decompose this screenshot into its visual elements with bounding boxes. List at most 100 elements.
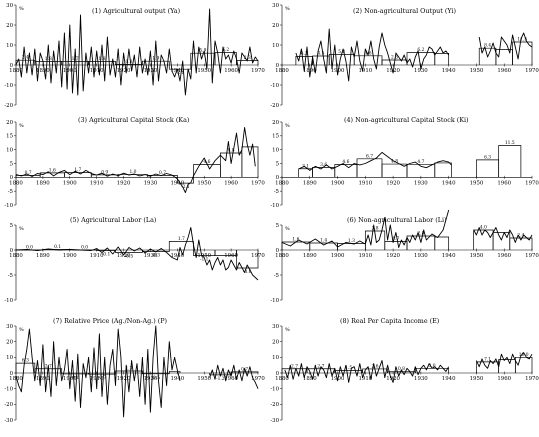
y-tick-label: 20: [6, 339, 13, 345]
x-tick-label: 1970: [525, 376, 539, 382]
chart-title: (5) Agricultural Labor (La): [70, 216, 156, 224]
annual-series-line: [478, 32, 533, 60]
y-tick-label: 0: [10, 248, 14, 254]
x-tick-label: 1930: [144, 180, 158, 186]
chart-title: (3) Agricultural Capital Stock (Ka): [78, 116, 189, 124]
period-average-step: [168, 65, 192, 70]
y-tick-label: 0: [10, 175, 14, 181]
chart-panel-4: (4) Non-agricultural Capital Stock (Ki)%…: [270, 116, 539, 209]
y-tick-label: -5: [8, 273, 14, 279]
y-tick-label: 10: [272, 355, 279, 361]
y-tick-label: -10: [4, 203, 13, 209]
x-tick-label: 1940: [442, 180, 456, 186]
period-average-label: -0.7: [98, 376, 107, 381]
y-tick-label: 10: [6, 147, 13, 153]
period-average-label: 6.3: [22, 359, 29, 364]
period-average-label: 4.3: [301, 52, 308, 57]
x-tick-label: 1930: [414, 180, 428, 186]
y-tick-label: 10: [6, 43, 13, 49]
period-average-label: 3.8: [372, 227, 379, 232]
period-average-label: -2.1: [181, 185, 190, 190]
x-tick-label: 1960: [224, 253, 238, 259]
period-average-label: -0.5: [125, 255, 134, 260]
period-average-label: 5.9: [199, 49, 206, 54]
x-tick-label: 1920: [386, 253, 400, 259]
y-tick-label: 5: [10, 223, 14, 229]
x-tick-label: 1970: [251, 376, 265, 382]
period-average-label: 1.6: [49, 168, 56, 173]
y-tick-label: 30: [272, 324, 279, 330]
period-average-label: 1.9: [152, 57, 159, 62]
chart-panel-5: (5) Agricultural Labor (La)% 5 0 -5 -10 1880 1…: [4, 216, 265, 304]
chart-panel-6: (6) Non-agricultural Labor (Li)% 5 0 -5 -10 1…: [270, 209, 539, 304]
period-average-label: 4.6: [342, 160, 349, 165]
x-tick-label: 1970: [525, 253, 539, 259]
y-tick-label: -10: [4, 83, 13, 89]
unit-label: %: [19, 327, 24, 333]
x-tick-label: 1930: [144, 376, 158, 382]
period-average-label: 0.7: [25, 171, 32, 176]
period-average-label: 1.6: [292, 238, 299, 243]
chart-panel-3: (3) Agricultural Capital Stock (Ka)% 20 15…: [4, 116, 265, 209]
x-tick-label: 1900: [331, 253, 345, 259]
x-tick-label: 1910: [358, 68, 372, 74]
y-tick-label: 0: [10, 63, 14, 69]
chart-title: (4) Non-agricultural Capital Stock (Ki): [344, 116, 469, 124]
x-tick-label: 1900: [63, 68, 77, 74]
y-tick-label: -10: [270, 386, 279, 392]
period-average-label: 1.8: [45, 57, 52, 62]
y-tick-label: 20: [6, 120, 13, 126]
period-average-label: 1.4: [320, 239, 327, 244]
period-average-label: 4.7: [417, 160, 424, 165]
y-tick-label: -30: [4, 418, 13, 424]
period-average-label: 11.5: [505, 141, 515, 146]
x-tick-label: 1890: [36, 68, 50, 74]
y-tick-label: -10: [270, 298, 279, 304]
y-tick-label: 20: [6, 23, 13, 29]
y-tick-label: 15: [272, 134, 279, 140]
x-tick-label: 1940: [442, 253, 456, 259]
x-tick-label: 1890: [36, 180, 50, 186]
period-average-label: 4.6: [203, 160, 210, 165]
y-tick-label: -10: [270, 83, 279, 89]
period-average-label: 0.1: [54, 245, 61, 250]
annual-series-line: [15, 325, 181, 418]
chart-panel-7: (7) Relative Price (Ag./Non-Ag.) (P)% 30 2…: [4, 317, 265, 424]
y-tick-label: -20: [270, 402, 279, 408]
period-average-step: [115, 370, 143, 373]
annual-series-line: [295, 28, 450, 82]
x-tick-label: 1880: [275, 376, 289, 382]
period-average-label: 0.0: [81, 246, 88, 251]
period-average-label: 4.5: [317, 52, 324, 57]
x-tick-label: 1880: [275, 180, 289, 186]
x-tick-label: 1970: [525, 180, 539, 186]
x-tick-label: 1940: [442, 68, 456, 74]
x-tick-label: 1920: [117, 253, 131, 259]
period-average-label: 3.0: [429, 364, 436, 369]
x-tick-label: 1890: [303, 376, 317, 382]
x-tick-label: 1970: [251, 68, 265, 74]
period-average-label: 1.7: [178, 237, 185, 242]
period-average-label: 0.9: [101, 170, 108, 175]
y-tick-label: 30: [272, 3, 279, 9]
x-tick-label: 1960: [224, 68, 238, 74]
y-tick-label: 0: [276, 248, 280, 254]
period-average-step: [236, 250, 259, 269]
y-tick-label: -5: [274, 273, 280, 279]
annual-series-line: [15, 8, 259, 96]
x-tick-label: 1900: [63, 180, 77, 186]
annual-series-line: [281, 209, 450, 248]
x-tick-label: 1960: [497, 253, 511, 259]
x-tick-label: 1920: [117, 180, 131, 186]
annual-series-line: [473, 227, 533, 243]
period-average-step: [512, 41, 533, 65]
period-average-step: [498, 145, 522, 178]
period-average-label: 2.8: [417, 232, 424, 237]
chart-panel-8: (8) Real Per Capita Income (E)% 30 20 10 0 -1…: [270, 317, 539, 424]
period-average-label: 6.7: [366, 154, 373, 159]
x-tick-label: 1890: [303, 253, 317, 259]
x-tick-label: 1920: [117, 68, 131, 74]
period-average-label: 2.6: [372, 364, 379, 369]
period-average-label: 10.0: [519, 353, 529, 358]
